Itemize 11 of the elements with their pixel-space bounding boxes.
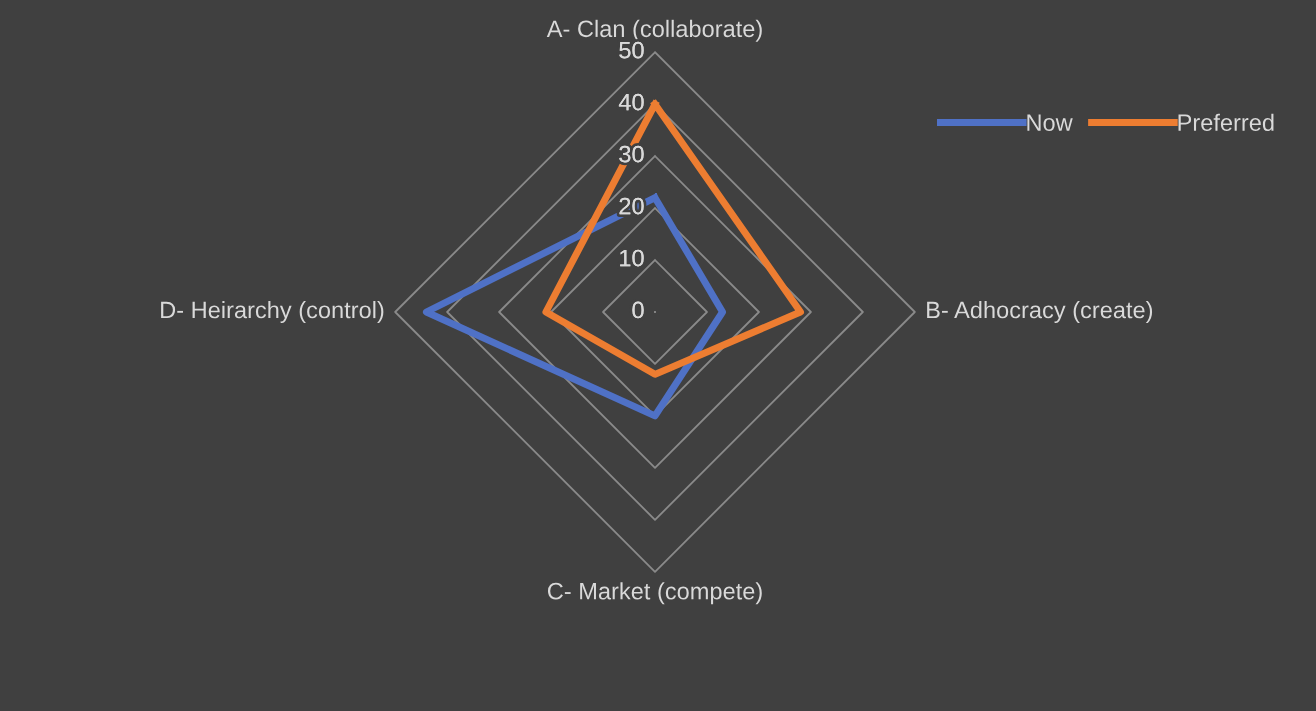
y-tick-label: 10 [620, 249, 644, 267]
spoke-label: D- Heirarchy (control) [161, 300, 384, 323]
y-tick-label: 20 [619, 197, 644, 215]
spoke-label: A- Clan (collaborate) [546, 19, 762, 42]
y-tick-label: 50 [619, 41, 644, 59]
legend-label: Preferred [1178, 113, 1274, 132]
legend-label: Now [1027, 114, 1073, 132]
spoke-label: C- Market (compete) [547, 582, 762, 605]
y-tick-label: 40 [618, 93, 644, 111]
y-tick-label: 0 [632, 301, 644, 319]
spoke-label: B- Adhocracy (create) [927, 300, 1153, 323]
